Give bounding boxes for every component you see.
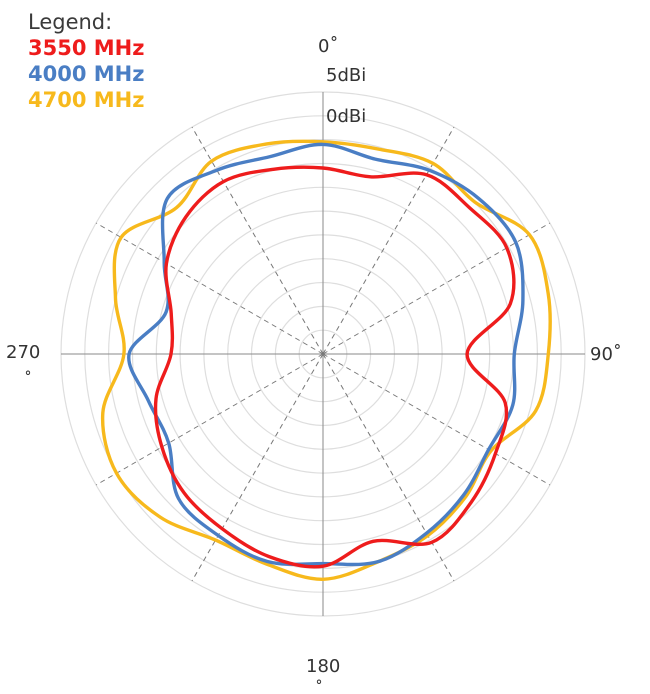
radial-label-5dbi: 5dBi: [326, 65, 366, 86]
series-4000-mhz: [127, 142, 525, 567]
angle-label-180-degree-mark: ˚: [315, 679, 323, 694]
angle-label-270: 270: [6, 342, 40, 363]
spoke-line: [95, 353, 324, 486]
legend-title: Legend:: [28, 10, 113, 34]
angle-label-0: 0˚: [318, 36, 338, 57]
legend: Legend: 3550 MHz 4000 MHz 4700 MHz: [28, 12, 144, 116]
spoke-line: [322, 353, 551, 486]
radial-label-0dbi: 0dBi: [326, 106, 366, 127]
legend-item-4000: 4000 MHz: [28, 62, 145, 86]
series-layer: [100, 139, 552, 582]
legend-item-3550: 3550 MHz: [28, 36, 145, 60]
spoke-line: [191, 126, 324, 355]
spoke-line: [95, 222, 324, 355]
spoke-line: [322, 126, 455, 355]
spoke-line: [191, 353, 324, 582]
angle-label-180: 180: [306, 656, 340, 677]
legend-item-4700: 4700 MHz: [28, 88, 145, 112]
series-4700-mhz: [100, 139, 552, 582]
angle-label-270-degree-mark: ˚: [24, 370, 32, 389]
spoke-line: [322, 353, 455, 582]
spoke-line: [322, 222, 551, 355]
grid-spokes: [61, 92, 585, 616]
angle-label-90: 90˚: [590, 344, 622, 365]
series-3550-mhz: [153, 165, 516, 569]
